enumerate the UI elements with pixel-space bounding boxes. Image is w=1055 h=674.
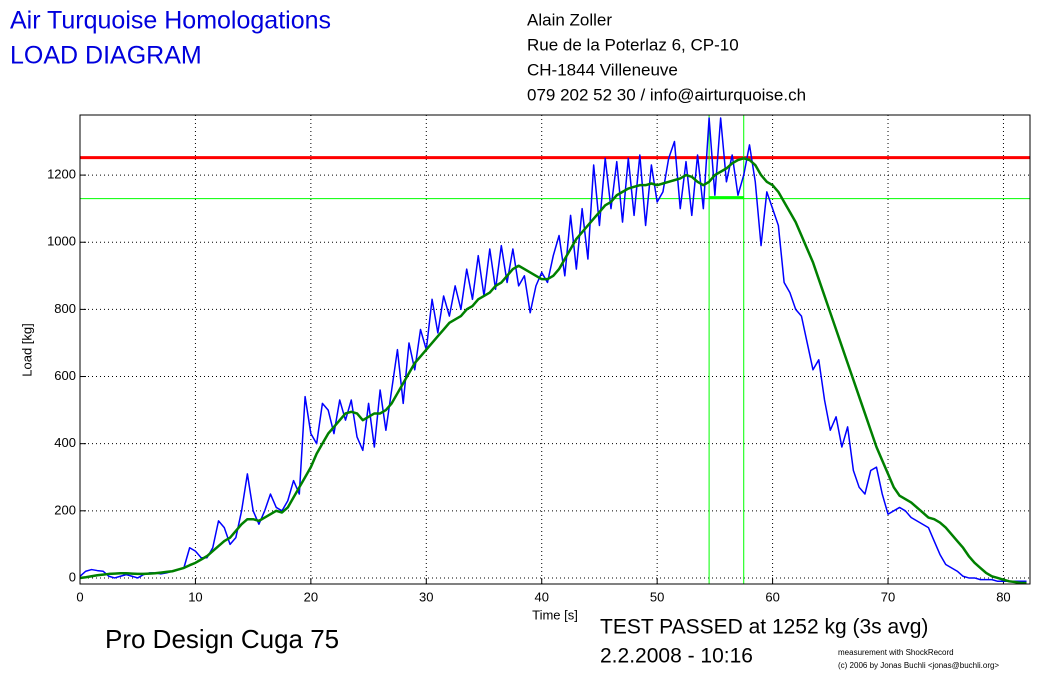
y-tick-label: 200: [54, 502, 76, 517]
plot-frame: [79, 114, 1031, 585]
x-tick-label: 60: [765, 589, 779, 604]
y-tick-label: 800: [54, 301, 76, 316]
result-line: 2.2.2008 - 10:16: [600, 645, 753, 668]
x-axis-label: Time [s]: [532, 607, 578, 622]
title-line: Air Turquoise Homologations: [10, 7, 331, 35]
title-line: LOAD DIAGRAM: [10, 42, 202, 70]
data-line: [79, 157, 1027, 585]
address-line: 079 202 52 30 / info@airturquoise.ch: [527, 85, 806, 104]
y-tick-label: 1200: [47, 167, 76, 182]
y-tick-label: 600: [54, 368, 76, 383]
y-axis-label: Load [kg]: [19, 323, 34, 377]
x-tick-label: 50: [650, 589, 664, 604]
x-tick-label: 10: [188, 589, 202, 604]
x-tick-label: 40: [534, 589, 548, 604]
x-tick-label: 70: [881, 589, 895, 604]
y-tick-label: 400: [54, 435, 76, 450]
x-tick-label: 80: [996, 589, 1010, 604]
credit-line: measurement with ShockRecord: [838, 648, 954, 657]
address-line: Alain Zoller: [527, 10, 612, 29]
plot-area: [80, 115, 1030, 584]
y-tick-label: 0: [69, 569, 76, 584]
address-line: CH-1844 Villeneuve: [527, 60, 678, 79]
y-tick-label: 1000: [47, 234, 76, 249]
glider-name: Pro Design Cuga 75: [105, 624, 339, 654]
address-line: Rue de la Poterlaz 6, CP-10: [527, 35, 739, 54]
x-tick-label: 20: [304, 589, 318, 604]
x-tick-label: 30: [419, 589, 433, 604]
x-tick-label: 0: [76, 589, 83, 604]
credit-line: (c) 2006 by Jonas Buchli <jonas@buchli.o…: [838, 661, 999, 670]
result-line: TEST PASSED at 1252 kg (3s avg): [600, 616, 928, 639]
